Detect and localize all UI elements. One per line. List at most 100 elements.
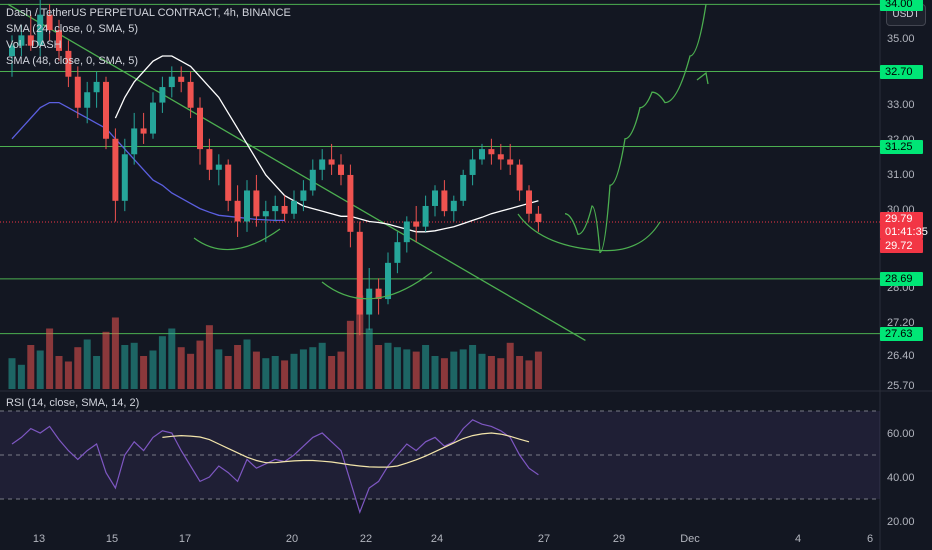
candle-body [300,190,307,201]
candle-body [234,200,241,222]
candle-body [479,149,485,160]
candle-body [356,231,363,315]
candle-body [225,164,232,201]
projection-path [564,4,707,254]
volume-bar [83,339,91,389]
candle-body [441,190,448,212]
candle-body [168,76,175,88]
time-tick-label: 29 [613,533,625,545]
volume-bar [534,351,542,389]
prev-price-badge: 29.72 [880,239,923,253]
volume-bar [252,351,260,389]
volume-bar [356,295,364,389]
candle-body [253,190,260,217]
volume-bar [412,351,420,389]
candle-body [450,200,457,212]
candle-body [37,14,44,46]
volume-bar [403,349,411,389]
volume-bar [328,356,336,389]
price-tick-label: 35.00 [887,33,915,45]
candle-body [159,87,166,103]
candle-body [338,164,344,175]
candle-body [178,76,185,82]
volume-bar [64,361,72,389]
volume-bar [431,356,439,389]
time-tick-label: 4 [795,533,801,545]
sma24-legend: SMA (24, close, 0, SMA, 5) [6,23,139,35]
volume-bar [478,353,486,389]
volume-bar [271,356,279,389]
volume-bar [17,364,25,389]
volume-bar [506,342,514,389]
volume-bar [525,360,533,389]
volume-bar [290,353,298,389]
volume-bar [262,358,270,389]
candle-body [112,138,119,201]
candle-body [150,102,156,134]
price-tick-label: 25.70 [887,380,915,392]
trend-line [7,3,586,341]
time-tick-label: 20 [286,533,298,545]
bottom-curve-2 [321,271,433,300]
volume-bar [243,339,251,389]
countdown-badge: 01:41:35 [880,225,928,239]
candle-body [375,288,382,300]
candle-body [244,190,250,222]
volume-bar [93,356,101,389]
level-badge-34: 34.00 [880,0,923,12]
volume-bar [516,356,524,389]
candle-body [262,211,269,217]
level-badge-2763: 27.63 [880,326,923,341]
volume-bar [365,328,373,389]
candle-body [460,174,467,201]
volume-bar [187,353,195,389]
candle-body [121,154,128,201]
symbol-title: Dash / TetherUS PERPETUAL CONTRACT, 4h, … [6,7,291,19]
volume-bar [281,360,289,389]
sma48-legend: SMA (48, close, 0, SMA, 5) [6,55,139,67]
rsi-tick-label: 60.00 [887,428,915,440]
projection-arrowhead [696,71,709,85]
candle-body [366,288,373,315]
volume-bar [140,356,148,389]
volume-bar [55,356,63,389]
volume-bar [224,356,232,389]
volume-bar [177,347,185,389]
volume-legend: Vol · DASH [6,39,62,51]
candle-body [432,190,438,206]
candle-body [291,200,297,214]
volume-bar [469,345,477,389]
time-tick-label: 27 [538,533,550,545]
volume-bar [497,358,505,389]
bottom-curve-3 [517,213,661,252]
price-tick-label: 31.00 [887,169,915,181]
time-tick-label: 24 [431,533,443,545]
candle-body [535,213,542,222]
candle-body [140,128,147,134]
volume-bar [393,347,401,389]
volume-bar [450,351,458,389]
volume-bar [459,349,467,389]
candle-body [103,81,109,139]
volume-bar [384,342,392,389]
volume-bar [196,340,204,389]
candle-body [84,92,91,108]
volume-bar [299,349,307,389]
candle-body [516,164,523,191]
candle-body [403,221,410,243]
volume-bar [102,331,110,389]
rsi-ma-line [162,432,530,468]
volume-bar [422,345,430,389]
last-price-badge: 29.79 [880,212,923,226]
volume-bar [318,342,326,389]
volume-bar [337,351,345,389]
candle-body [281,205,288,214]
candle-body [488,149,495,155]
sma24-line [114,55,539,233]
level-badge-3270: 32.70 [880,64,923,79]
candle-body [197,107,203,150]
candle-body [328,159,335,165]
candle-body [507,159,514,165]
